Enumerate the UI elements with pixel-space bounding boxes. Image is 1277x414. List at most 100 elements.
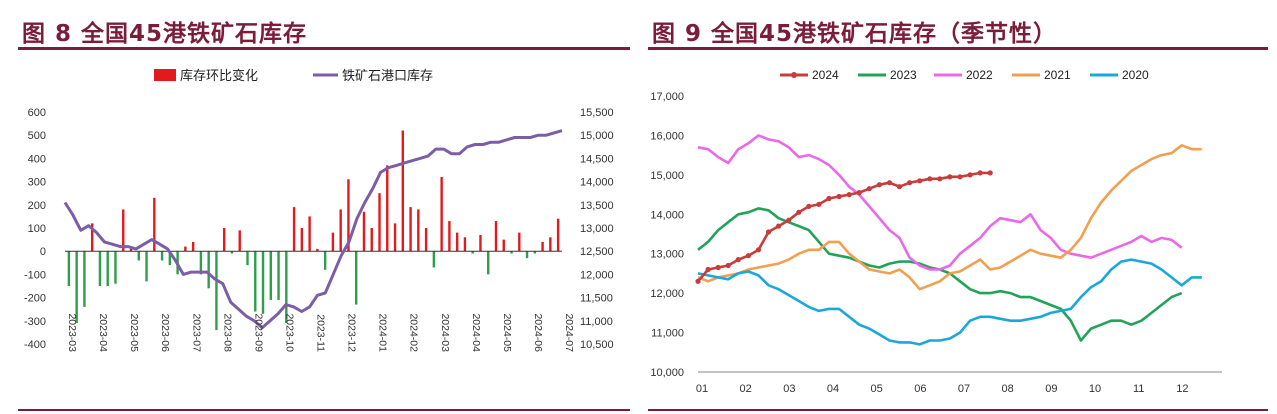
series-point-2024: [907, 180, 913, 186]
series-point-2024: [705, 266, 711, 273]
bar-change: [525, 251, 529, 259]
x-tick-label: 2023-04: [97, 313, 109, 352]
legend-swatch-bar: [154, 69, 176, 81]
bar-change: [494, 221, 498, 252]
legend-label-2023: 2023: [890, 68, 917, 82]
bar-change: [448, 221, 451, 252]
series-line-2024: [697, 171, 991, 283]
x-tick-label: 01: [696, 383, 708, 395]
bar-change: [285, 251, 288, 324]
bar-change: [191, 241, 195, 252]
legend-label-line: 铁矿石港口库存: [342, 68, 433, 83]
y-right-tick-label: 12,000: [580, 269, 614, 281]
bar-change: [518, 232, 521, 252]
figure-8-panel: 图 8 全国45港铁矿石库存 库存环比变化 铁矿石港口库存 600 500 400 300…: [0, 0, 630, 414]
y-left-tick-label: 400: [28, 153, 46, 165]
y-right-tick-label: 10,500: [580, 339, 614, 351]
series-point-2024: [715, 264, 721, 271]
series-line-2023: [697, 207, 1183, 342]
bar-change: [254, 251, 257, 312]
legend-marker-2024: [791, 72, 797, 78]
series-point-2024: [947, 174, 953, 180]
bar-change: [347, 179, 350, 252]
bar-change: [246, 251, 249, 266]
series-point-2024: [987, 170, 993, 176]
series-point-2024: [957, 174, 963, 180]
bar-change: [261, 251, 265, 314]
series-line-2020: [697, 258, 1202, 346]
bar-change: [90, 223, 94, 252]
bar-change: [215, 251, 218, 331]
series-point-2024: [836, 193, 842, 200]
series-point-2024: [786, 217, 792, 223]
y-tick-label: 17,000: [650, 91, 684, 103]
bar-change: [393, 223, 397, 252]
y-left-tick-label: -200: [24, 293, 46, 305]
bar-change: [541, 241, 544, 252]
x-tick-label: 2024-03: [439, 313, 451, 352]
x-tick-label: 2023-11: [315, 314, 327, 352]
bar-change: [533, 251, 537, 254]
x-tick-label: 2024-05: [501, 313, 513, 352]
series-point-2024: [755, 247, 762, 253]
x-tick-label: 04: [827, 383, 839, 395]
x-tick-label: 2024-07: [563, 313, 575, 352]
series-point-2024: [776, 223, 782, 229]
x-tick-label: 2023-06: [159, 313, 171, 352]
series-point-2024: [796, 209, 802, 215]
bar-change: [370, 228, 373, 252]
series-point-2024: [927, 176, 933, 182]
bar-change: [153, 197, 156, 252]
bar-change: [440, 176, 443, 252]
y-right-tick-label: 15,500: [580, 107, 614, 119]
series-point-2024: [735, 257, 741, 263]
line-port-inventory: [63, 129, 563, 330]
y-left-tick-label: 300: [28, 177, 46, 189]
figure-9-title: 图 9 全国45港铁矿石库存（季节性）: [652, 21, 1058, 47]
series-point-2024: [866, 186, 872, 192]
series-point-2024: [725, 262, 731, 269]
bar-change: [549, 237, 552, 252]
bar-change: [98, 251, 102, 286]
y-tick-label: 15,000: [650, 170, 684, 182]
bar-change: [122, 209, 125, 252]
figure-8-title-rule: [18, 47, 630, 50]
series-point-2024: [967, 172, 973, 178]
bar-change: [479, 234, 482, 252]
y-left-tick-label: -400: [24, 339, 46, 351]
series-point-2024: [896, 184, 903, 190]
y-tick-label: 10,000: [650, 367, 684, 379]
x-tick-label: 2024-04: [470, 313, 482, 352]
bar-change: [168, 251, 172, 266]
bar-change: [331, 232, 335, 252]
bar-change: [114, 251, 117, 284]
series-point-2024: [886, 180, 893, 186]
x-tick-label: 10: [1089, 383, 1101, 395]
bar-change: [432, 251, 436, 268]
series-line-2022: [697, 134, 1183, 271]
bar-change: [471, 251, 474, 254]
y-right-tick-label: 14,000: [580, 177, 614, 189]
y-right-tick-label: 12,500: [580, 246, 614, 258]
bar-change: [455, 232, 459, 252]
series-point-2024: [846, 192, 852, 198]
bar-change: [67, 251, 71, 286]
bar-change: [75, 251, 78, 324]
series-point-2024: [876, 182, 882, 188]
x-tick-label: 2023-10: [283, 313, 295, 352]
bar-change: [269, 251, 272, 300]
bar-change: [409, 207, 412, 252]
bar-change: [207, 251, 210, 289]
y-tick-label: 13,000: [650, 249, 684, 261]
x-tick-label: 2023-09: [252, 313, 264, 352]
series-point-2024: [977, 170, 983, 176]
y-right-tick-label: 14,500: [580, 153, 614, 165]
x-tick-label: 07: [958, 383, 970, 395]
y-left-tick-label: 600: [28, 107, 46, 119]
bar-change: [463, 237, 467, 252]
bar-change: [556, 218, 560, 252]
x-tick-label: 2023-12: [346, 313, 358, 352]
bar-change: [300, 228, 304, 252]
x-tick-label: 2024-02: [408, 313, 420, 352]
y-left-tick-label: 0: [40, 246, 46, 258]
